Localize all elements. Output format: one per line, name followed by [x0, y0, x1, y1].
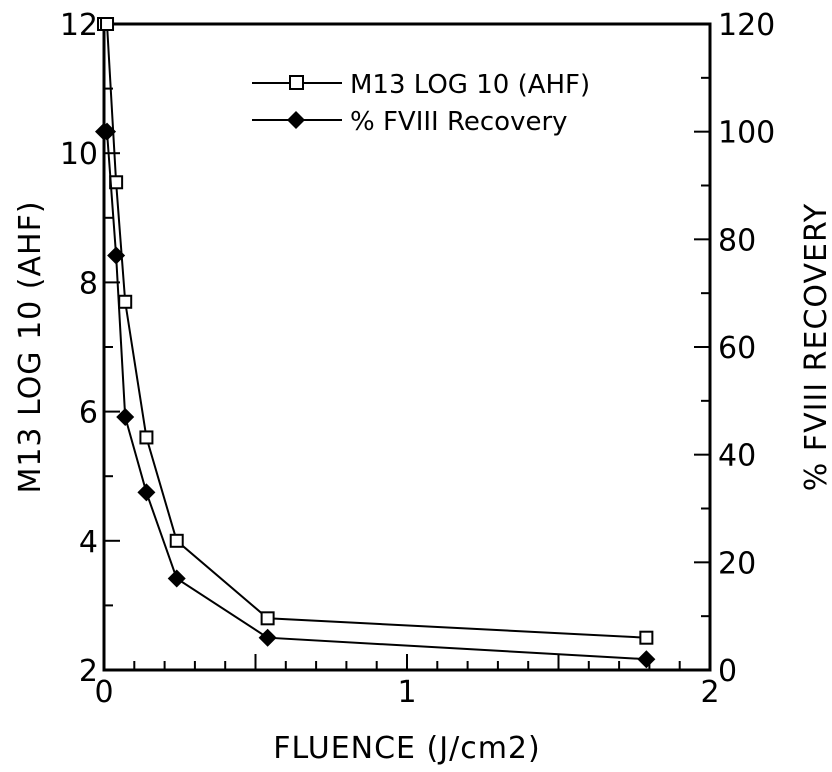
legend: M13 LOG 10 (AHF) % FVIII Recovery: [252, 70, 590, 137]
data-point-fviii: [637, 650, 656, 669]
y-left-tick-label: 2: [79, 654, 98, 689]
y-right-tick-label: 20: [718, 546, 756, 581]
series-layer: [95, 17, 656, 669]
data-point-fviii: [167, 569, 186, 588]
y-right-tick-label: 100: [718, 116, 775, 151]
y-left-tick-label: 6: [79, 396, 98, 431]
y-right-tick-label: 40: [718, 439, 756, 474]
series-line: [104, 130, 647, 661]
data-point-ahf: [260, 611, 275, 626]
x-tick-label: 0: [94, 675, 113, 710]
legend-diamond-marker: [287, 111, 305, 129]
legend-square-marker: [289, 75, 304, 90]
y-right-tick-label: 120: [718, 8, 775, 43]
data-point-ahf: [118, 294, 133, 309]
data-point-ahf: [139, 430, 154, 445]
y-axis-title: M13 LOG 10 (AHF): [13, 200, 48, 493]
data-point-fviii: [258, 628, 277, 647]
data-point-fviii: [116, 407, 135, 426]
data-point-ahf: [639, 630, 654, 645]
y-right-tick-label: 0: [718, 654, 737, 689]
x-axis-title: FLUENCE (J/cm2): [273, 731, 540, 766]
x-tick-label: 1: [397, 675, 416, 710]
y-left-tick-label: 4: [79, 525, 98, 560]
y-right-tick-label: 60: [718, 331, 756, 366]
data-point-fviii: [107, 246, 126, 265]
legend-label-ahf: M13 LOG 10 (AHF): [350, 70, 590, 100]
y-left-tick-label: 12: [60, 8, 98, 43]
y2-axis-title: % FVIII RECOVERY: [799, 203, 832, 491]
y-right-tick-label: 80: [718, 223, 756, 258]
y-left-tick-label: 8: [79, 266, 98, 301]
data-point-ahf: [100, 17, 115, 31]
data-point-fviii: [137, 483, 156, 502]
series-line: [104, 23, 647, 639]
y-left-tick-label: 10: [60, 137, 98, 172]
data-point-fviii: [98, 122, 117, 141]
legend-label-fviii: % FVIII Recovery: [350, 107, 568, 137]
data-point-ahf: [169, 533, 184, 548]
x-tick-label: 2: [700, 675, 719, 710]
